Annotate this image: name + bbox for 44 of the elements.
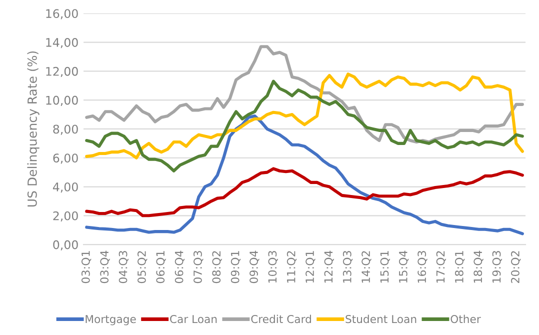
y-tick-label: 2,00 [53, 211, 78, 222]
x-tick-label: 15:Q4 [398, 250, 409, 283]
y-tick-label: 6,00 [53, 154, 78, 164]
x-tick-label: 12:Q4 [324, 250, 334, 283]
y-tick-label: 12,00 [46, 66, 78, 78]
x-tick-label: 09:Q1 [230, 251, 241, 284]
x-tick-label: 05:Q2 [138, 251, 148, 284]
x-tick-label: 08:Q2 [212, 251, 222, 284]
x-tick-label: 14:Q2 [362, 251, 372, 283]
y-axis-title: US Delinquency Rate (%) [27, 51, 40, 206]
legend-label: Car Loan [170, 314, 217, 324]
x-tick-label: 17:Q2 [436, 251, 446, 283]
x-tick-label: 18:Q4 [474, 250, 484, 283]
x-tick-label: 19:Q3 [492, 250, 502, 283]
x-tick-label: 15:Q1 [380, 251, 390, 283]
legend-label: Credit Card [251, 314, 311, 324]
y-tick-label: 10,00 [46, 96, 78, 106]
x-tick-label: 03:Q4 [100, 250, 110, 284]
x-tick-label: 12:Q1 [306, 251, 316, 283]
x-tick-label: 10:Q3 [268, 250, 278, 283]
x-tick-label: 06:Q4 [174, 250, 185, 284]
y-tick-label: 14,00 [46, 38, 78, 48]
line-series [85, 167, 524, 218]
y-tick-label: 0,00 [53, 240, 78, 250]
x-tick-label: 20:Q2 [511, 251, 521, 283]
x-tick-label: 06:Q1 [156, 251, 166, 284]
x-tick-label: 07:Q3 [194, 250, 204, 284]
legend-label: Mortgage [86, 315, 136, 326]
x-tick-label: 11:Q2 [286, 251, 297, 283]
x-tick-label: 03:Q1 [81, 251, 92, 284]
x-tick-label: 13:Q3 [342, 250, 353, 283]
x-tick-label: 18:Q1 [454, 251, 465, 283]
x-tick-label: 04:Q3 [118, 250, 129, 284]
line-series [85, 80, 524, 172]
line-series [85, 114, 524, 236]
legend-label: Student Loan [346, 314, 416, 324]
line-series [85, 72, 524, 160]
y-tick-label: 4,00 [52, 182, 78, 193]
legend-label: Other [450, 314, 481, 324]
y-tick-label: 8,00 [53, 124, 78, 135]
y-tick-label: 16,00 [46, 9, 78, 20]
line-series [85, 45, 524, 144]
x-tick-label: 09:Q4 [250, 250, 260, 284]
x-tick-label: 16:Q3 [418, 250, 428, 283]
